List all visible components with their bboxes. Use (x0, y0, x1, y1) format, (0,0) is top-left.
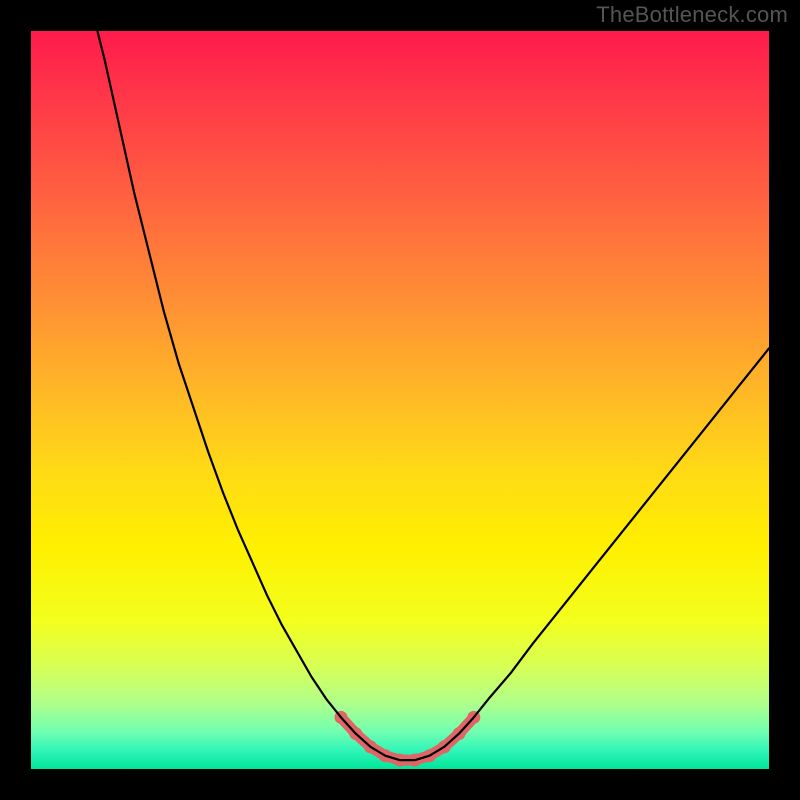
watermark-label: TheBottleneck.com (596, 2, 788, 28)
chart-frame: TheBottleneck.com (0, 0, 800, 800)
plot-area (31, 31, 769, 769)
plot-background (31, 31, 769, 769)
chart-svg (31, 31, 769, 769)
